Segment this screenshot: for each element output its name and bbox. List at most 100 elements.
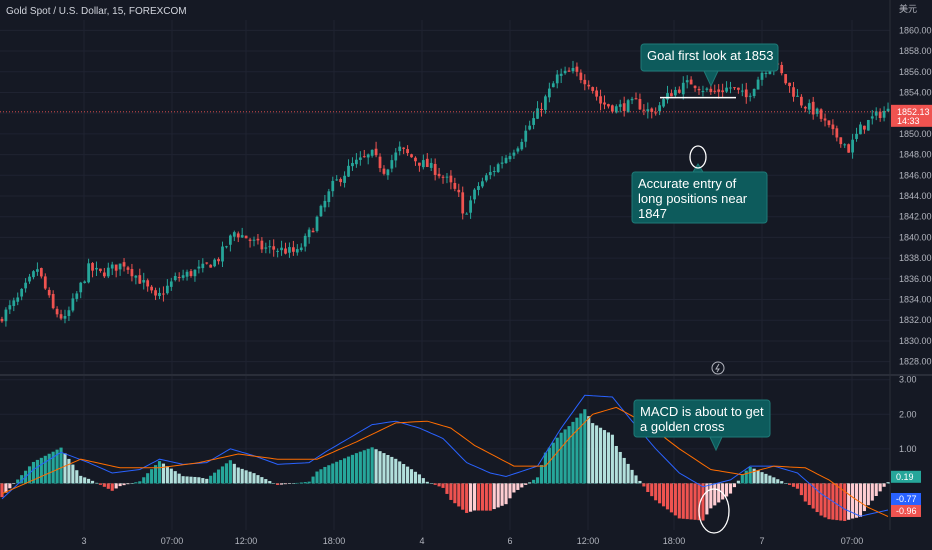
candle[interactable]	[626, 100, 630, 113]
candle[interactable]	[240, 235, 244, 238]
candle[interactable]	[851, 139, 854, 153]
candle[interactable]	[461, 192, 465, 214]
candle[interactable]	[366, 154, 370, 158]
candle[interactable]	[492, 170, 496, 172]
candle[interactable]	[358, 157, 362, 160]
candle[interactable]	[288, 247, 291, 253]
candle[interactable]	[610, 105, 614, 112]
candle[interactable]	[87, 263, 90, 283]
candle[interactable]	[193, 269, 197, 277]
candle[interactable]	[760, 72, 764, 80]
candle[interactable]	[843, 144, 847, 146]
candle[interactable]	[878, 111, 882, 119]
candle[interactable]	[540, 108, 543, 111]
candle[interactable]	[138, 275, 142, 284]
candle[interactable]	[733, 87, 736, 89]
candle[interactable]	[12, 300, 16, 306]
candle[interactable]	[83, 281, 87, 283]
candle[interactable]	[469, 200, 472, 213]
candle[interactable]	[524, 130, 528, 142]
candle[interactable]	[47, 289, 51, 296]
candle[interactable]	[382, 168, 386, 174]
candle[interactable]	[20, 288, 24, 297]
candle[interactable]	[28, 276, 31, 282]
candle[interactable]	[717, 89, 721, 92]
candle[interactable]	[158, 292, 161, 297]
candle[interactable]	[634, 98, 638, 100]
candle[interactable]	[429, 162, 433, 168]
candle[interactable]	[425, 158, 429, 167]
candle[interactable]	[658, 105, 662, 112]
symbol-title[interactable]: Gold Spot / U.S. Dollar, 15, FOREXCOM	[6, 6, 187, 17]
candle[interactable]	[410, 154, 413, 158]
candle[interactable]	[847, 144, 851, 153]
candle[interactable]	[646, 109, 650, 112]
candle[interactable]	[284, 248, 287, 254]
candle[interactable]	[839, 137, 843, 145]
candle[interactable]	[666, 93, 669, 100]
candle[interactable]	[370, 149, 374, 156]
candle[interactable]	[303, 235, 307, 247]
candle[interactable]	[126, 267, 130, 270]
candle[interactable]	[343, 175, 346, 183]
candle[interactable]	[106, 267, 110, 277]
candle[interactable]	[784, 74, 788, 84]
candle[interactable]	[855, 133, 858, 139]
candle[interactable]	[71, 298, 75, 311]
candle[interactable]	[670, 93, 673, 97]
candle[interactable]	[142, 280, 146, 283]
price-axis[interactable]: 1860.001858.001856.001854.001852.001850.…	[891, 25, 932, 517]
candle[interactable]	[102, 272, 106, 277]
candle[interactable]	[24, 282, 27, 289]
candle[interactable]	[642, 109, 646, 111]
candle[interactable]	[563, 70, 567, 74]
candle[interactable]	[528, 125, 532, 130]
candle[interactable]	[213, 259, 217, 267]
candle[interactable]	[693, 85, 697, 89]
candle[interactable]	[681, 82, 685, 95]
candle[interactable]	[607, 104, 610, 107]
candle[interactable]	[701, 90, 705, 92]
candle[interactable]	[217, 259, 220, 262]
candle[interactable]	[508, 156, 512, 160]
candle[interactable]	[441, 176, 445, 178]
candle[interactable]	[886, 108, 890, 112]
candle[interactable]	[551, 83, 555, 88]
candle[interactable]	[729, 87, 732, 89]
candle[interactable]	[583, 79, 587, 85]
candle[interactable]	[725, 87, 728, 92]
time-axis[interactable]: 3 07:00 12:00 18:00 4 6 12:00 18:00 7 07:00	[81, 536, 863, 546]
candle[interactable]	[567, 70, 571, 72]
candle[interactable]	[177, 277, 181, 279]
candle[interactable]	[244, 235, 248, 239]
candle[interactable]	[484, 175, 488, 181]
candle[interactable]	[374, 148, 378, 156]
candle[interactable]	[756, 79, 760, 90]
candle[interactable]	[162, 293, 165, 295]
candle[interactable]	[272, 246, 276, 250]
candle[interactable]	[339, 179, 343, 183]
candle[interactable]	[587, 84, 591, 87]
candle[interactable]	[386, 169, 390, 176]
candle[interactable]	[547, 88, 551, 98]
candle[interactable]	[819, 109, 823, 119]
candle[interactable]	[713, 90, 717, 92]
current-price-badge[interactable]	[891, 104, 932, 127]
candle[interactable]	[181, 275, 185, 278]
candle[interactable]	[559, 73, 563, 76]
candle[interactable]	[122, 262, 126, 267]
candle[interactable]	[225, 246, 228, 248]
candle[interactable]	[496, 164, 500, 173]
candle[interactable]	[169, 281, 173, 287]
candle[interactable]	[870, 116, 874, 119]
candle[interactable]	[544, 96, 547, 110]
candle[interactable]	[650, 108, 654, 112]
candle[interactable]	[67, 310, 71, 316]
candle[interactable]	[571, 68, 575, 72]
candle[interactable]	[8, 305, 12, 310]
candle[interactable]	[59, 314, 63, 319]
candle[interactable]	[673, 89, 677, 96]
candle[interactable]	[662, 99, 665, 107]
candle[interactable]	[130, 269, 134, 277]
